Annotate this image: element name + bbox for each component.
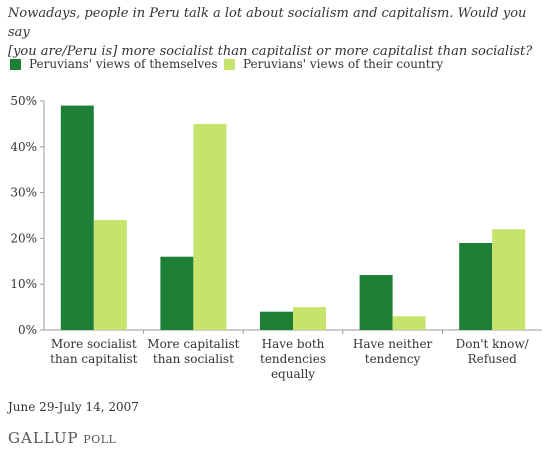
title-line-2: [you are/Peru is] more socialist than ca… [8,44,533,59]
bar-themselves [60,105,94,330]
x-category-label-line: More socialist [50,337,137,351]
legend-item-themselves: Peruvians' views of themselves [10,57,217,71]
y-tick-label: 0% [18,323,37,337]
logo-sub: POLL [83,433,117,446]
gallup-poll-logo: GALLUP POLL [8,429,116,447]
x-category-label-line: Refused [467,352,517,366]
y-tick-label: 50% [10,94,37,108]
y-tick-label: 30% [10,186,37,200]
bar-themselves [160,256,194,330]
x-category-label-line: Have both [261,337,325,351]
x-category-label: More capitalist than socialist [138,337,248,367]
chart-title: Nowadays, people in Peru talk a lot abou… [8,4,542,61]
bar-themselves [359,275,393,330]
x-category-label-line: Don't know/ [455,337,529,351]
x-category-label-line: tendency [364,352,421,366]
x-category-label-line: equally [270,367,316,381]
legend-label-themselves: Peruvians' views of themselves [29,57,218,71]
y-tick-label: 20% [10,231,37,245]
x-category-label-line: than socialist [152,352,234,366]
bar-themselves [260,311,293,330]
x-category-label: More socialist than capitalist [39,337,149,367]
x-category-label-line: Have neither [352,337,433,351]
survey-date: June 29-July 14, 2007 [8,400,139,414]
x-category-label: Have both tendencies equally [238,337,348,382]
legend-item-country: Peruvians' views of their country [224,57,443,71]
bar-country [392,316,426,330]
bar-themselves [459,242,493,330]
x-category-label: Have neither tendency [338,337,448,367]
x-category-label: Don't know/Refused [437,337,547,367]
bar-country [93,220,127,330]
bar-chart: 0% 10% 20% 30% 40% 50% [10,94,542,337]
x-category-label-line: More capitalist [147,337,240,351]
title-line-1: Nowadays, people in Peru talk a lot abou… [8,6,527,40]
bar-country [293,307,326,330]
bar-country [492,229,526,330]
bar-country [193,123,227,331]
x-category-label-line: than capitalist [50,352,138,366]
legend-swatch-country [224,58,235,70]
y-tick-label: 10% [10,277,37,291]
logo-main: GALLUP [8,429,79,447]
legend-swatch-themselves [10,58,21,70]
x-category-label-line: tendencies [260,352,326,366]
legend-label-country: Peruvians' views of their country [243,57,444,71]
y-tick-label: 40% [10,140,37,154]
